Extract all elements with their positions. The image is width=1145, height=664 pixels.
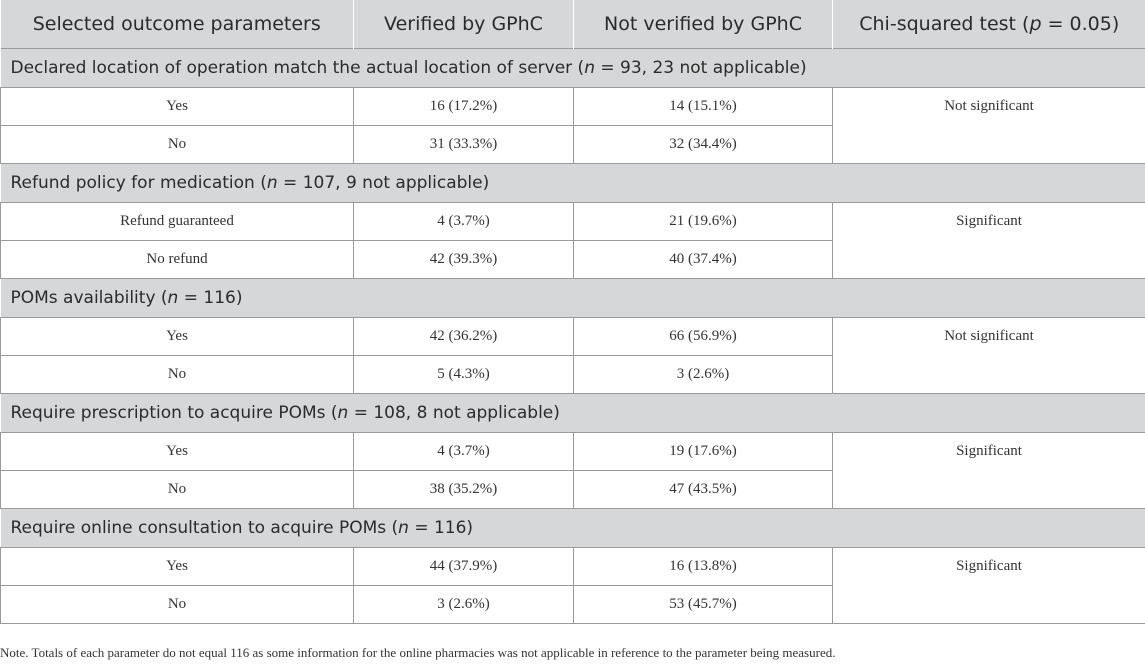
section-title-post: = 116) xyxy=(408,518,474,538)
row-label: No xyxy=(0,470,354,509)
row-label: Yes xyxy=(0,87,354,126)
verified-value: 31 (33.3%) xyxy=(353,125,574,164)
chi-squared-result: Significant xyxy=(832,202,1145,279)
verified-value: 16 (17.2%) xyxy=(353,87,574,126)
section-title: Require online consultation to acquire P… xyxy=(0,508,1145,548)
header-verified-by-gphc: Verified by GPhC xyxy=(353,0,574,49)
section-title-pre: Require online consultation to acquire P… xyxy=(10,518,399,538)
header-chi-italic: p xyxy=(1029,13,1042,35)
section-row: Require prescription to acquire POMs (n … xyxy=(0,393,1145,433)
section-row: Require online consultation to acquire P… xyxy=(0,508,1145,548)
verified-value: 44 (37.9%) xyxy=(353,547,574,586)
section-title-pre: Refund policy for medication ( xyxy=(10,173,267,193)
table-row: No 5 (4.3%) 3 (2.6%) xyxy=(0,355,1145,394)
header-chi-pre: Chi-squared test ( xyxy=(859,13,1030,35)
not-verified-value: 19 (17.6%) xyxy=(573,432,833,471)
verified-value: 42 (36.2%) xyxy=(353,317,574,356)
chi-squared-result: Not significant xyxy=(832,317,1145,394)
table-note: Note. Totals of each parameter do not eq… xyxy=(0,645,836,660)
header-not-verified-by-gphc: Not verified by GPhC xyxy=(573,0,833,49)
row-label: No xyxy=(0,355,354,394)
verified-value: 4 (3.7%) xyxy=(353,432,574,471)
section-title: Refund policy for medication (n = 107, 9… xyxy=(0,163,1145,203)
verified-value: 4 (3.7%) xyxy=(353,202,574,241)
not-verified-value: 3 (2.6%) xyxy=(573,355,833,394)
not-verified-value: 53 (45.7%) xyxy=(573,585,833,624)
section-title-post: = 93, 23 not applicable) xyxy=(594,58,807,78)
section-title-pre: POMs availability ( xyxy=(10,288,168,308)
not-verified-value: 40 (37.4%) xyxy=(573,240,833,279)
verified-value: 42 (39.3%) xyxy=(353,240,574,279)
section-title-pre: Require prescription to acquire POMs ( xyxy=(10,403,338,423)
section-title-post: = 116) xyxy=(178,288,243,308)
table-row: Refund guaranteed 4 (3.7%) 21 (19.6%) Si… xyxy=(0,202,1145,279)
not-verified-value: 47 (43.5%) xyxy=(573,470,833,509)
verified-value: 38 (35.2%) xyxy=(353,470,574,509)
header-chi-squared-test: Chi-squared test (p = 0.05) xyxy=(832,0,1145,49)
not-verified-value: 16 (13.8%) xyxy=(573,547,833,586)
row-label: Yes xyxy=(0,317,354,356)
row-label: Yes xyxy=(0,547,354,586)
section-row: Refund policy for medication (n = 107, 9… xyxy=(0,163,1145,203)
row-label: Refund guaranteed xyxy=(0,202,354,241)
row-label: No xyxy=(0,125,354,164)
verified-value: 5 (4.3%) xyxy=(353,355,574,394)
section-title-italic: n xyxy=(167,288,179,308)
section-title-italic: n xyxy=(266,173,278,193)
chi-squared-result: Significant xyxy=(832,432,1145,509)
chi-squared-result: Not significant xyxy=(832,87,1145,164)
row-label: Yes xyxy=(0,432,354,471)
not-verified-value: 21 (19.6%) xyxy=(573,202,833,241)
row-label: No refund xyxy=(0,240,354,279)
section-title-italic: n xyxy=(398,518,409,538)
section-title-post: = 108, 8 not applicable) xyxy=(348,403,560,423)
table-row: Yes 16 (17.2%) 14 (15.1%) Not significan… xyxy=(0,87,1145,164)
not-verified-value: 14 (15.1%) xyxy=(573,87,833,126)
table-header: Selected outcome parameters Verified by … xyxy=(0,0,1145,49)
verified-value: 3 (2.6%) xyxy=(353,585,574,624)
table-row: Yes 44 (37.9%) 16 (13.8%) Significant xyxy=(0,547,1145,624)
outcome-parameters-table: Selected outcome parameters Verified by … xyxy=(0,0,1145,624)
section-title: Declared location of operation match the… xyxy=(0,48,1145,88)
table-row: No refund 42 (39.3%) 40 (37.4%) xyxy=(0,240,1145,279)
section-title-post: = 107, 9 not applicable) xyxy=(277,173,490,193)
table-row: Yes 42 (36.2%) 66 (56.9%) Not significan… xyxy=(0,317,1145,394)
section-title-italic: n xyxy=(337,403,349,423)
row-label: No xyxy=(0,585,354,624)
section-row: Declared location of operation match the… xyxy=(0,48,1145,88)
not-verified-value: 66 (56.9%) xyxy=(573,317,833,356)
section-title: Require prescription to acquire POMs (n … xyxy=(0,393,1145,433)
table-row: No 38 (35.2%) 47 (43.5%) xyxy=(0,470,1145,509)
chi-squared-result: Significant xyxy=(832,547,1145,624)
section-title-italic: n xyxy=(584,58,595,78)
table-body: Declared location of operation match the… xyxy=(0,48,1145,624)
table-row: No 31 (33.3%) 32 (34.4%) xyxy=(0,125,1145,164)
not-verified-value: 32 (34.4%) xyxy=(573,125,833,164)
section-title-pre: Declared location of operation match the… xyxy=(10,58,585,78)
header-chi-post: = 0.05) xyxy=(1041,13,1120,35)
section-row: POMs availability (n = 116) xyxy=(0,278,1145,318)
table-row: No 3 (2.6%) 53 (45.7%) xyxy=(0,585,1145,624)
header-selected-outcome-parameters: Selected outcome parameters xyxy=(0,0,354,49)
table-row: Yes 4 (3.7%) 19 (17.6%) Significant xyxy=(0,432,1145,509)
section-title: POMs availability (n = 116) xyxy=(0,278,1145,318)
header-row: Selected outcome parameters Verified by … xyxy=(0,0,1145,49)
